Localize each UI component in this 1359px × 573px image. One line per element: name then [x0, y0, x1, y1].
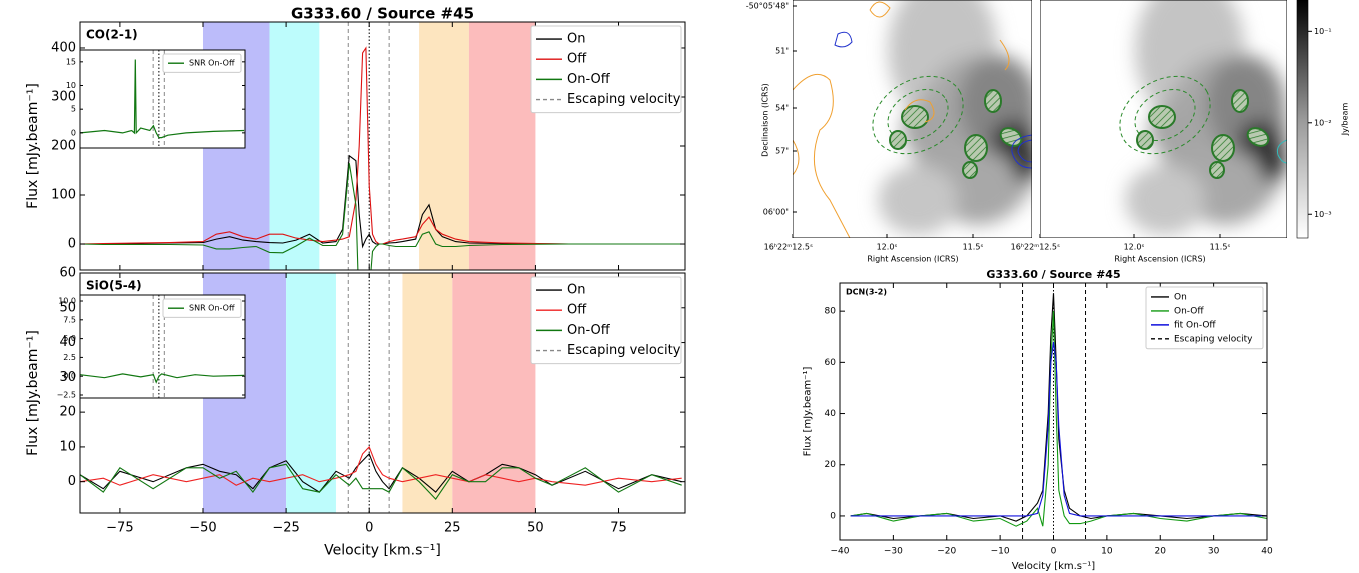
y-tick-label: 10: [59, 439, 76, 454]
y-tick-label: 0: [71, 128, 76, 137]
y-tick-label: 300: [51, 89, 76, 104]
y-tick-label: 20: [59, 405, 76, 420]
y-tick-label: 10: [66, 81, 76, 90]
line-label: CO(2-1): [86, 28, 138, 42]
x-tick-label: 0: [365, 521, 373, 536]
y-tick-label: 0: [68, 237, 76, 252]
legend-label: Escaping velocity: [1174, 334, 1253, 344]
chart-title: G333.60 / Source #45: [986, 268, 1120, 281]
legend-label: Escaping velocity: [567, 92, 681, 107]
velocity-band: [269, 22, 319, 270]
x-tick-label: 10: [1101, 547, 1113, 557]
y-tick-label: 51": [775, 47, 789, 56]
x-tick-label: 25: [444, 521, 461, 536]
y-tick-label: 200: [51, 139, 76, 154]
y-tick-label: 0: [68, 474, 76, 489]
y-tick-label: 400: [51, 40, 76, 55]
x-tick-label: 16ʰ22ᵐ12.5ˢ: [1011, 243, 1060, 252]
x-tick-label: 30: [1208, 547, 1220, 557]
colorbar-tick-label: 10⁻³: [1314, 210, 1332, 219]
x-tick-label: 20: [1155, 547, 1167, 557]
x-tick-label: 12.0ˢ: [877, 243, 898, 252]
y-tick-label: 100: [51, 188, 76, 203]
x-tick-label: 75: [610, 521, 627, 536]
x-tick-label: 11.5ˢ: [963, 243, 984, 252]
x-tick-label: −30: [884, 547, 903, 557]
x-tick-label: 0: [1051, 547, 1057, 557]
legend-label: On-Off: [1174, 306, 1204, 316]
x-axis-label: Velocity [km.s⁻¹]: [324, 543, 441, 559]
panel: 0 20 40 60 80 −40 −30 −20 −10 0 10 20 30 40 G333.60 / …: [803, 268, 1273, 572]
legend-label: On-Off: [567, 323, 611, 338]
figure: 0100200300400G333.60 / Source #45CO(2-1)…: [0, 0, 1359, 573]
colorbar-label: Jy/beam: [1341, 103, 1350, 137]
legend-label: fit On-Off: [1174, 320, 1216, 330]
y-axis-label: Flux [mJy.beam⁻¹]: [25, 83, 41, 209]
y-tick-label: 20: [825, 460, 837, 470]
legend-label: On: [1174, 292, 1187, 302]
y-tick-label: 15: [66, 57, 76, 66]
x-tick-label: −25: [272, 521, 299, 536]
y-tick-label: 10.0: [58, 297, 76, 306]
line-label: SiO(5-4): [86, 279, 142, 293]
x-tick-label: −40: [831, 547, 850, 557]
y-tick-label: 2.5: [63, 353, 76, 362]
x-axis-label: Right Ascension (ICRS): [1114, 255, 1205, 264]
legend-label: SNR On-Off: [189, 304, 235, 313]
y-tick-label: 06'00": [763, 208, 789, 217]
x-tick-label: −75: [106, 521, 133, 536]
legend-label: On-Off: [567, 72, 611, 87]
y-tick-label: -50°05'48": [746, 2, 789, 11]
y-axis-label: Flux [mJy.beam⁻¹]: [803, 367, 814, 457]
legend-label: Off: [567, 303, 587, 318]
x-axis-label: Right Ascension (ICRS): [867, 255, 958, 264]
y-tick-label: 5: [71, 105, 76, 114]
x-axis-label: Velocity [km.s⁻¹]: [1012, 561, 1096, 572]
y-tick-label: 57": [775, 147, 789, 156]
x-tick-label: 12.0ˢ: [1124, 243, 1145, 252]
map-panel-1: [793, 0, 1043, 238]
x-tick-label: 40: [1261, 547, 1273, 557]
legend-label: On: [567, 283, 585, 298]
legend-label: SNR On-Off: [189, 59, 235, 68]
y-tick-label: 54": [775, 104, 789, 113]
y-tick-label: 0: [830, 511, 836, 521]
line-label: DCN(3-2): [846, 288, 887, 297]
x-tick-label: 11.5ˢ: [1210, 243, 1231, 252]
panel: −2.5 0.0 2.5 5.0 7.5 10.0 SNR On-Off: [57, 295, 245, 399]
map-panel-2: [1040, 0, 1290, 238]
y-axis-label: Flux [mJy.beam⁻¹]: [25, 330, 41, 456]
y-tick-label: 7.5: [63, 315, 76, 324]
legend-label: Escaping velocity: [567, 343, 681, 358]
x-tick-label: −10: [991, 547, 1010, 557]
y-tick-label: 5.0: [63, 334, 76, 343]
y-tick-label: 60: [825, 358, 837, 368]
y-tick-label: −2.5: [57, 390, 76, 399]
panel: 0 5 10 15 SNR On-Off: [66, 50, 245, 148]
y-tick-label: 40: [825, 409, 837, 419]
x-tick-label: 16ʰ22ᵐ12.5ˢ: [764, 243, 813, 252]
colorbar-tick-label: 10⁻¹: [1314, 27, 1332, 36]
colorbar: [1297, 0, 1308, 238]
y-tick-label: 60: [59, 266, 76, 281]
x-tick-label: −20: [937, 547, 956, 557]
x-tick-label: 50: [527, 521, 544, 536]
velocity-band: [469, 22, 535, 270]
chart-title: G333.60 / Source #45: [291, 5, 474, 23]
legend-label: On: [567, 32, 585, 47]
y-axis-label: Declinaison (ICRS): [761, 83, 770, 157]
y-tick-label: 80: [825, 307, 837, 317]
x-tick-label: −50: [189, 521, 216, 536]
y-tick-label: 0.0: [63, 372, 76, 381]
colorbar-tick-label: 10⁻²: [1314, 118, 1332, 127]
legend-label: Off: [567, 52, 587, 67]
